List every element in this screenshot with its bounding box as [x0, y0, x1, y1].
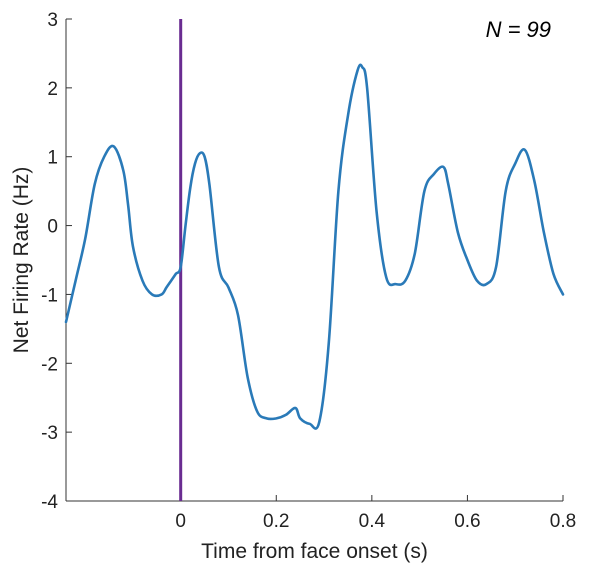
y-tick-label: 1: [47, 148, 58, 169]
x-tick-label: 0.2: [263, 511, 289, 532]
y-tick-label: 3: [47, 10, 58, 31]
axes: [65, 19, 563, 502]
y-tick-label: -4: [41, 492, 58, 513]
x-axis-label: Time from face onset (s): [201, 540, 428, 563]
ticks: -4 -3 -2 -1 0 1 2 3 0 0.2 0.4 0.6 0.8: [41, 10, 576, 532]
y-tick-label: 2: [47, 79, 58, 100]
y-tick-label: -1: [41, 285, 58, 306]
y-tick-label: -2: [41, 354, 58, 375]
firing-rate-series-line: [64, 63, 565, 430]
x-tick-label: 0: [175, 511, 186, 532]
plot-area: [64, 19, 565, 501]
x-tick-label: 0.6: [454, 511, 480, 532]
y-tick-label: -3: [41, 423, 58, 444]
y-axis-label: Net Firing Rate (Hz): [10, 167, 33, 354]
x-tick-label: 0.4: [359, 511, 386, 532]
y-tick-label: 0: [47, 217, 58, 238]
x-tick-label: 0.8: [550, 511, 576, 532]
sample-size-annotation: N = 99: [486, 17, 551, 42]
